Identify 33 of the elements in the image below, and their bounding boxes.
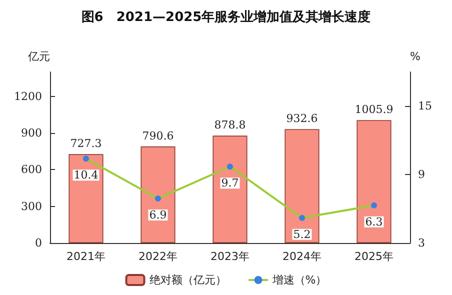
bar [284,129,320,243]
y-tick-label: 900 [21,126,42,140]
data-label: 878.8 [214,118,246,132]
data-label: 6.3 [365,215,383,228]
legend-label: 增速（%） [271,274,327,286]
legend-label: 绝对额（亿元） [149,274,226,286]
y2-tick-label: 15 [418,100,432,113]
bar [68,154,104,243]
x-tick-label: 2022年 [138,250,178,263]
data-label: 5.2 [293,228,311,241]
bar [212,136,248,243]
data-label: 10.4 [74,168,98,182]
data-label: 6.9 [149,208,167,222]
data-label: 727.3 [70,137,102,150]
y2-tick-label: 3 [418,236,425,250]
x-tick-label: 2023年 [210,250,250,263]
chart-title: 图6 2021—2025年服务业增加值及其增长速度 [81,9,371,25]
bar [356,120,392,243]
data-label: 790.6 [142,129,174,142]
x-tick-label: 2025年 [354,250,394,263]
data-label: 9.7 [221,176,239,190]
data-label: 932.6 [286,112,318,126]
y2-axis-title: % [410,50,420,63]
y-tick-label: 600 [21,163,42,176]
x-tick-label: 2024年 [282,250,322,263]
y-axis-title: 亿元 [27,50,50,63]
data-label: 1005.9 [354,103,394,116]
y2-tick-label: 9 [418,168,425,182]
y-tick-label: 1200 [14,90,42,103]
y-tick-label: 0 [35,236,42,250]
y-tick-label: 300 [21,200,42,213]
x-tick-label: 2021年 [66,250,106,263]
bar [140,146,176,243]
